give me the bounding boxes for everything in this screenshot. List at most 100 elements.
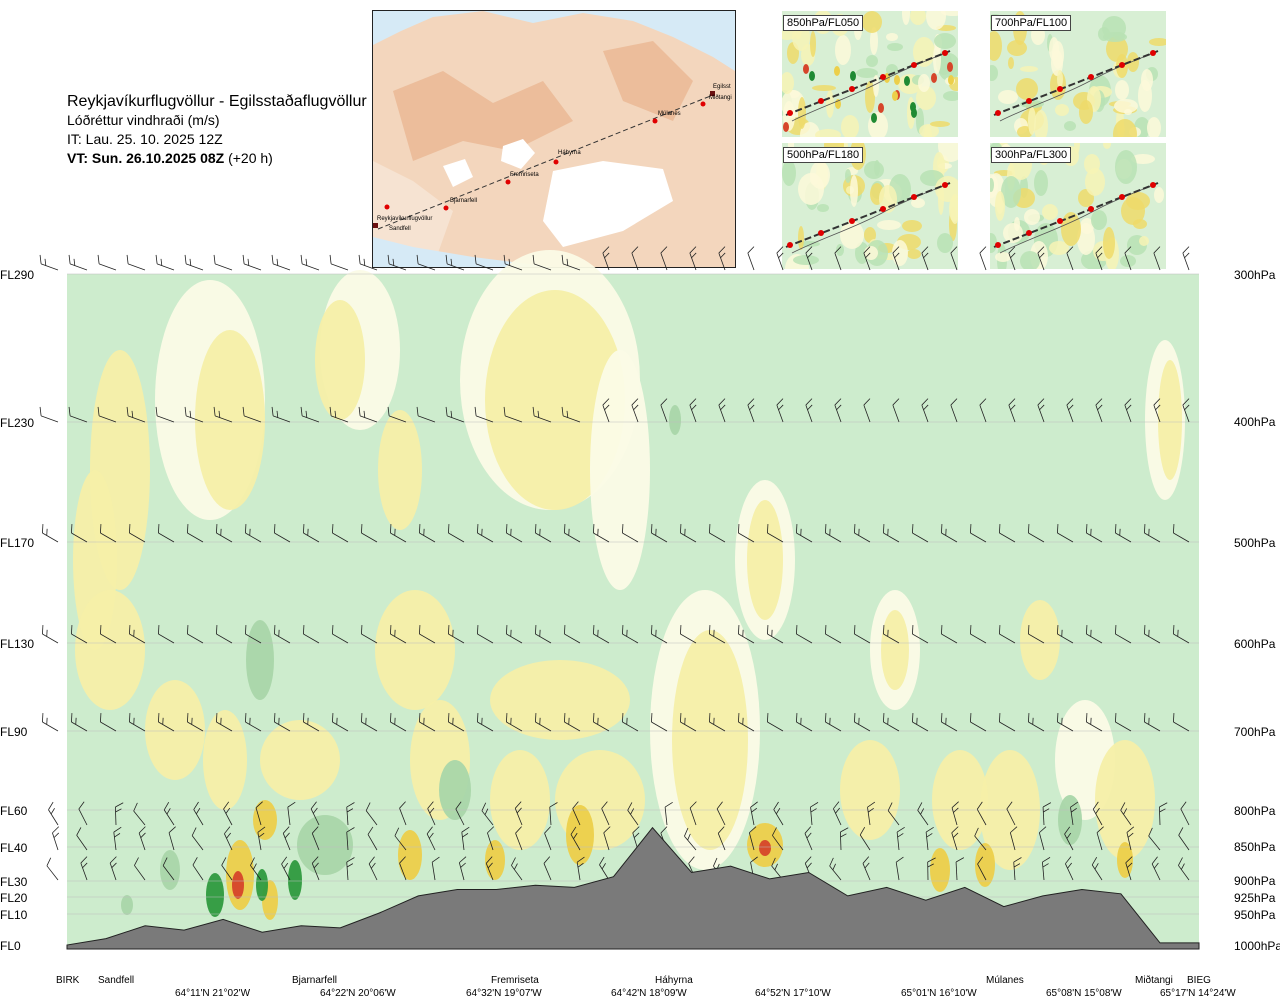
panel-field-cell (887, 43, 903, 51)
wind-barb-shaft (999, 625, 1016, 644)
barb-feather (626, 629, 628, 637)
barb-staff (622, 633, 639, 644)
barb-feather (336, 717, 338, 725)
wind-barb-shaft (114, 802, 124, 826)
barb-staff (42, 532, 59, 543)
hpa-label: 900hPa (1234, 874, 1276, 888)
hpa-label: 950hPa (1234, 908, 1276, 922)
panel-field-cell (918, 74, 930, 92)
panel-field-cell (894, 75, 900, 85)
velocity-cell (485, 290, 625, 510)
barb-feather (506, 713, 508, 723)
barb-staff (689, 404, 697, 423)
panel-field-cell (1121, 197, 1145, 225)
hpa-label: 700hPa (1234, 725, 1276, 739)
wind-barb (917, 802, 929, 826)
wind-barb-shaft (772, 827, 784, 851)
wind-barb-shaft (129, 625, 146, 644)
barb-staff (1178, 835, 1190, 851)
barb-staff (1115, 633, 1132, 644)
wind-barb (680, 524, 697, 543)
barb-feather (660, 826, 668, 834)
barb-feather (535, 713, 537, 723)
barb-feather (80, 856, 88, 864)
wind-barb (1038, 826, 1047, 851)
wind-barb (113, 826, 122, 851)
wind-barb (1028, 625, 1045, 644)
wind-barb-shaft (535, 625, 552, 644)
velocity-cell (121, 895, 133, 915)
barb-staff (243, 415, 262, 423)
wind-barb (631, 398, 639, 423)
barb-staff (477, 633, 494, 644)
wind-barb (854, 713, 871, 732)
barb-feather (213, 254, 216, 264)
barb-feather (1120, 802, 1126, 811)
wind-barb-shaft (368, 856, 378, 881)
wind-barb-shaft (213, 254, 233, 271)
barb-staff (825, 532, 842, 543)
wind-barb-shaft (747, 398, 755, 423)
panel-field-cell (1133, 219, 1147, 229)
barb-feather (1032, 717, 1034, 725)
wind-barb-shaft (535, 524, 552, 543)
wind-barb-shaft (1095, 398, 1103, 423)
wind-barb-shaft (474, 406, 494, 423)
barb-feather (603, 826, 611, 834)
panel-field-cell (850, 175, 858, 207)
wind-barb (772, 827, 784, 851)
wind-barb-shaft (100, 625, 117, 644)
barb-staff (1144, 721, 1161, 732)
station-label: Bjarnarfell (292, 975, 338, 986)
wind-barb (187, 713, 204, 732)
barb-staff (941, 633, 958, 644)
barb-feather (867, 801, 876, 808)
barb-feather (976, 801, 983, 810)
velocity-cell (490, 660, 630, 740)
wind-barb-shaft (689, 398, 697, 423)
barb-staff (950, 404, 958, 423)
barb-staff (883, 721, 900, 732)
barb-feather (155, 406, 158, 416)
barb-staff (138, 832, 146, 851)
panel-field-cell (835, 35, 851, 65)
barb-staff (810, 807, 813, 826)
barb-feather (427, 801, 434, 809)
wind-barb-shaft (448, 524, 465, 543)
velocity-cell (1158, 360, 1182, 480)
barb-feather (192, 857, 198, 866)
wind-barb-shaft (977, 856, 987, 881)
barb-staff (1064, 833, 1074, 851)
panel-field-cell (1079, 100, 1093, 124)
wind-barb-shaft (854, 625, 871, 644)
velocity-cell (439, 760, 471, 820)
wind-barb (833, 801, 842, 826)
barb-staff (883, 633, 900, 644)
barb-feather (747, 246, 755, 254)
barb-feather (655, 629, 657, 637)
wind-barb-shaft (974, 827, 987, 851)
barb-feather (926, 833, 933, 838)
barb-staff (250, 865, 262, 881)
map-label: Múlanes (658, 111, 681, 117)
barb-feather (1182, 246, 1190, 254)
barb-feather (807, 252, 813, 259)
wind-barb (158, 713, 175, 732)
wind-barb (895, 856, 904, 881)
barb-feather (133, 802, 138, 812)
barb-feather (365, 802, 371, 811)
wind-barb-shaft (627, 802, 639, 826)
barb-feather (599, 856, 605, 865)
barb-staff (187, 721, 204, 732)
wind-barb (100, 625, 117, 644)
barb-feather (749, 404, 755, 411)
barb-staff (1028, 633, 1045, 644)
wind-barb-shaft (776, 246, 784, 271)
fl-label: FL30 (0, 875, 28, 889)
barb-feather (862, 856, 870, 864)
barb-feather (1173, 524, 1175, 534)
barb-feather (71, 625, 73, 635)
barb-feather (572, 801, 579, 809)
wind-barb-shaft (951, 801, 959, 826)
panel-field-cell (862, 11, 882, 33)
